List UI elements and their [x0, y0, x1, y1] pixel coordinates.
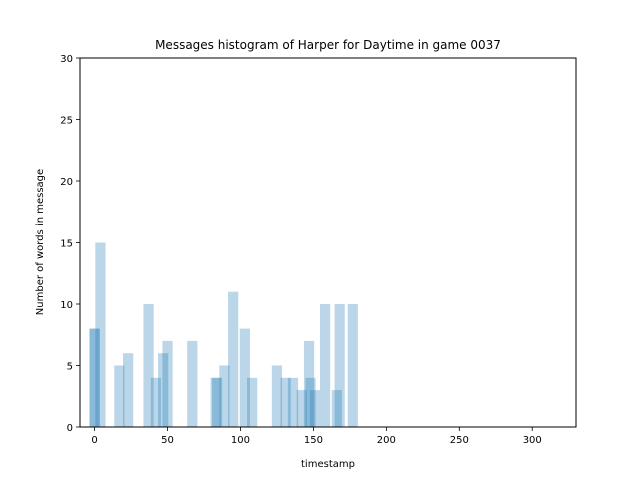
- y-tick-label-2: 10: [60, 300, 73, 311]
- bar-18: [287, 377, 299, 427]
- chart-title: Messages histogram of Harper for Daytime…: [155, 38, 501, 52]
- bar-3: [114, 365, 125, 427]
- bar-26: [347, 304, 358, 427]
- x-tick-label-2: 100: [231, 435, 250, 446]
- x-tick-label-5: 250: [450, 435, 469, 446]
- bar-14: [239, 328, 250, 427]
- y-axis-label: Number of words in message: [35, 169, 46, 315]
- y-tick-label-0: 0: [67, 423, 73, 434]
- x-tick-label-1: 50: [161, 435, 174, 446]
- x-tick-label-4: 200: [377, 435, 396, 446]
- bar-2: [95, 242, 106, 427]
- bars-group: [89, 242, 358, 427]
- bar-21: [305, 377, 316, 427]
- bar-5: [143, 304, 154, 427]
- bar-10: [210, 377, 221, 427]
- bar-12: [219, 365, 230, 427]
- bar-24: [331, 390, 342, 427]
- bar-22: [309, 390, 320, 427]
- bar-0: [89, 328, 100, 427]
- bar-9: [187, 340, 198, 427]
- bar-23: [319, 304, 331, 427]
- bar-1: [89, 328, 100, 427]
- y-axis-ticks: 0 5 10 15 20 25 30: [60, 54, 80, 434]
- x-axis-ticks: 0 50 100 150 200 250 300: [91, 427, 542, 446]
- y-tick-label-1: 5: [67, 362, 73, 373]
- y-tick-label-3: 15: [60, 239, 73, 250]
- plot-frame: [79, 57, 577, 428]
- bar-6: [150, 377, 161, 427]
- bar-16: [271, 365, 283, 427]
- x-axis-label: timestamp: [301, 459, 355, 470]
- bar-25: [334, 304, 345, 427]
- x-tick-label-3: 150: [304, 435, 323, 446]
- bar-19: [296, 390, 307, 427]
- bar-20: [303, 340, 315, 427]
- bar-4: [123, 353, 134, 427]
- y-tick-label-4: 20: [60, 177, 73, 188]
- bar-15: [247, 377, 258, 427]
- y-tick-label-5: 25: [60, 116, 73, 127]
- y-tick-label-6: 30: [60, 54, 73, 65]
- bar-7: [158, 353, 169, 427]
- x-tick-label-0: 0: [91, 435, 97, 446]
- bar-11: [212, 377, 223, 427]
- x-tick-label-6: 300: [523, 435, 542, 446]
- bar-8: [162, 340, 173, 427]
- bar-17: [280, 377, 291, 427]
- bar-13: [228, 291, 239, 427]
